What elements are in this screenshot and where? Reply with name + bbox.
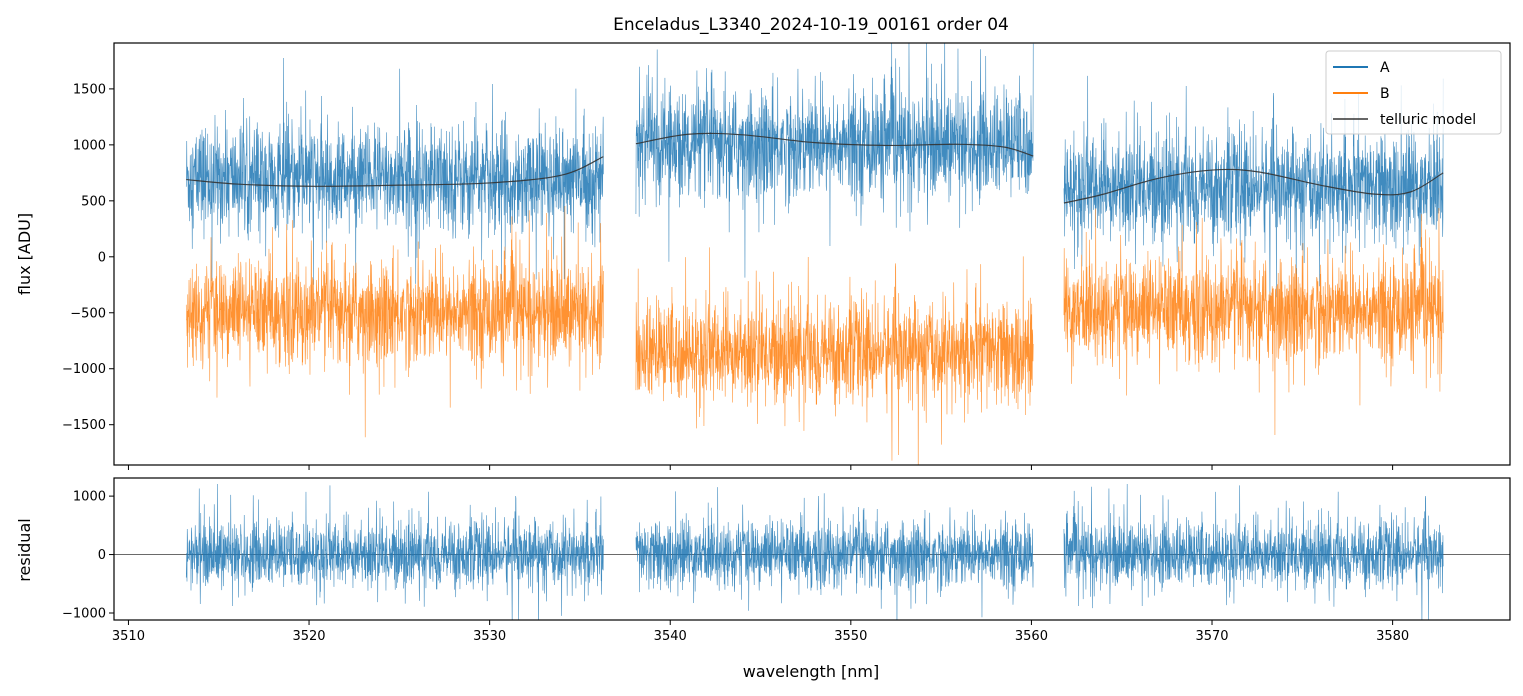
series-residual-segment-1 xyxy=(635,487,1034,620)
y-tick-label: 1000 xyxy=(73,490,106,505)
series-a-segment-0 xyxy=(185,57,604,287)
legend-label-b: B xyxy=(1380,86,1390,102)
x-axis-label: wavelength [nm] xyxy=(743,662,880,681)
x-tick-label: 3550 xyxy=(834,629,867,644)
series-b-segment-1 xyxy=(635,247,1034,465)
series-a-segment-1 xyxy=(635,43,1034,278)
y-tick-label: −1000 xyxy=(62,362,106,377)
legend-label-a: A xyxy=(1380,60,1390,76)
bottom-residual-panel: −1000 0 1000 3510 3520 3530 3540 3550 3560 3570 35… xyxy=(62,477,1511,644)
series-b-segment-2 xyxy=(1063,208,1444,435)
y-tick-label: −500 xyxy=(70,306,106,321)
chart-title: Enceladus_L3340_2024-10-19_00161 order 0… xyxy=(613,15,1009,35)
series-residual-segment-2 xyxy=(1063,483,1444,620)
y-tick-label: 1500 xyxy=(73,82,106,97)
legend-box xyxy=(1325,50,1502,135)
telluric-model-segment-2 xyxy=(1063,168,1444,204)
y-tick-label: 0 xyxy=(98,250,106,265)
x-tick-label: 3560 xyxy=(1015,629,1048,644)
telluric-model-segment-0 xyxy=(186,156,604,187)
x-tick-label: 3580 xyxy=(1376,629,1409,644)
telluric-model-segment-1 xyxy=(635,132,1034,157)
y-tick-label: 1000 xyxy=(73,138,106,153)
top-flux-panel: −1500 −1000 −500 0 500 1000 1500 xyxy=(62,42,1511,470)
legend-label-telluric: telluric model xyxy=(1380,112,1476,128)
legend: A B telluric model xyxy=(1325,50,1502,135)
series-residual-segment-0 xyxy=(185,483,604,620)
x-tick-label: 3570 xyxy=(1195,629,1228,644)
top-y-axis-label: flux [ADU] xyxy=(15,213,34,295)
axes-frame xyxy=(113,477,1511,621)
x-tick-label: 3520 xyxy=(292,629,325,644)
y-tick-label: 500 xyxy=(81,194,106,209)
x-tick-label: 3510 xyxy=(112,629,145,644)
plot-area xyxy=(114,483,1510,620)
axes-frame xyxy=(113,42,1511,466)
x-tick-label: 3530 xyxy=(473,629,506,644)
y-tick-label: 0 xyxy=(98,548,106,563)
x-tick-label: 3540 xyxy=(654,629,687,644)
series-a-segment-2 xyxy=(1063,75,1444,316)
bottom-y-axis-label: residual xyxy=(15,518,34,581)
plot-area xyxy=(185,43,1444,465)
y-tick-label: −1500 xyxy=(62,418,106,433)
series-b-segment-0 xyxy=(185,206,604,438)
y-tick-label: −1000 xyxy=(62,606,106,621)
